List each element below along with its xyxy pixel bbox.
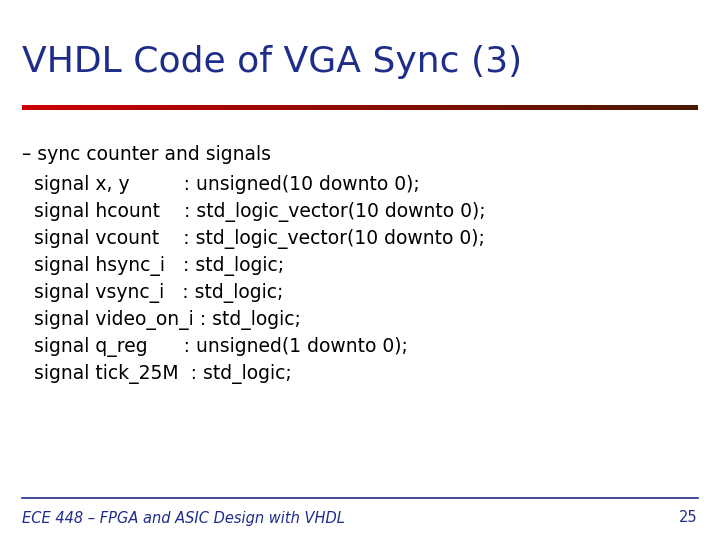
Text: signal q_reg      : unsigned(1 downto 0);: signal q_reg : unsigned(1 downto 0);: [22, 337, 408, 357]
Text: signal hcount    : std_logic_vector(10 downto 0);: signal hcount : std_logic_vector(10 down…: [22, 202, 485, 222]
Text: 25: 25: [680, 510, 698, 525]
Text: signal x, y         : unsigned(10 downto 0);: signal x, y : unsigned(10 downto 0);: [22, 176, 420, 194]
Text: signal tick_25M  : std_logic;: signal tick_25M : std_logic;: [22, 364, 292, 384]
Text: signal hsync_i   : std_logic;: signal hsync_i : std_logic;: [22, 256, 284, 276]
Text: signal video_on_i : std_logic;: signal video_on_i : std_logic;: [22, 310, 301, 330]
Text: – sync counter and signals: – sync counter and signals: [22, 145, 271, 165]
Text: VHDL Code of VGA Sync (3): VHDL Code of VGA Sync (3): [22, 45, 522, 79]
Text: ECE 448 – FPGA and ASIC Design with VHDL: ECE 448 – FPGA and ASIC Design with VHDL: [22, 510, 345, 525]
Text: signal vsync_i   : std_logic;: signal vsync_i : std_logic;: [22, 283, 284, 303]
Text: signal vcount    : std_logic_vector(10 downto 0);: signal vcount : std_logic_vector(10 down…: [22, 229, 485, 249]
